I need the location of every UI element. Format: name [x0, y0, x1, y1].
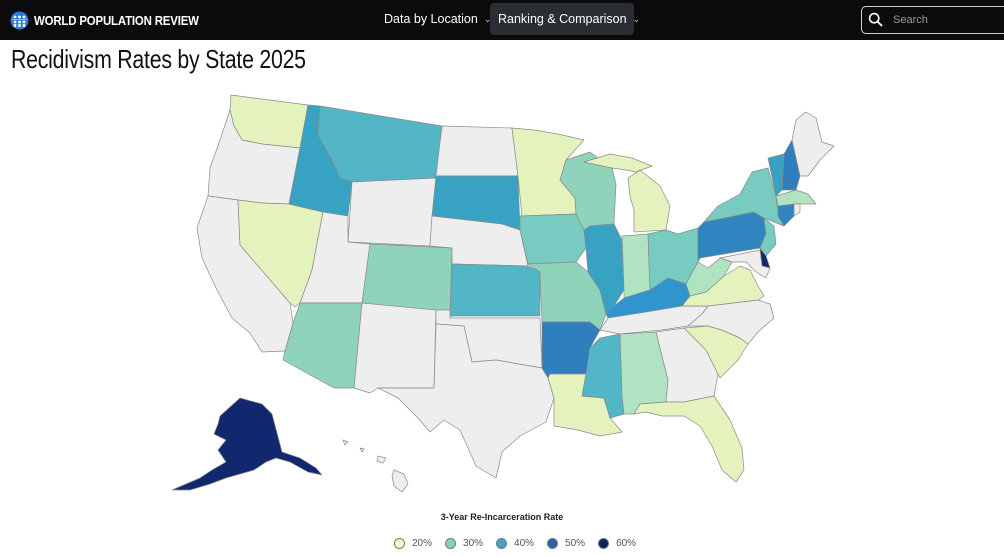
legend-swatch: [445, 537, 457, 549]
us-choropleth-map: [171, 94, 835, 493]
state-hawaii[interactable]: [342, 439, 409, 493]
legend-label: 30%: [463, 537, 484, 549]
legend-swatch: [496, 537, 508, 549]
state-new-mexico[interactable]: [353, 302, 437, 394]
state-massachusetts[interactable]: [775, 189, 817, 207]
search-box[interactable]: [861, 6, 1004, 34]
state-iowa[interactable]: [519, 213, 587, 265]
globe-people-icon: [10, 11, 29, 29]
search-input[interactable]: [891, 10, 1004, 30]
state-montana[interactable]: [317, 105, 443, 183]
state-maryland[interactable]: [719, 249, 771, 279]
state-louisiana[interactable]: [547, 373, 623, 437]
state-mississippi[interactable]: [581, 333, 625, 419]
state-north-dakota[interactable]: [435, 125, 519, 177]
legend-swatch: [598, 537, 610, 549]
nav-label: Data by Location: [384, 12, 478, 26]
state-florida[interactable]: [633, 395, 745, 483]
state-kansas[interactable]: [449, 263, 541, 317]
state-arizona[interactable]: [282, 302, 363, 389]
state-missouri[interactable]: [527, 261, 607, 331]
state-alaska[interactable]: [171, 397, 323, 491]
state-maine[interactable]: [791, 111, 835, 177]
legend-label: 50%: [565, 537, 586, 549]
top-navigation-bar: WORLD POPULATION REVIEW Data by Location…: [0, 0, 1004, 40]
legend-swatch: [547, 537, 559, 549]
legend-label: 60%: [616, 537, 637, 549]
nav-data-by-location[interactable]: Data by Location ⌄: [376, 3, 499, 35]
legend-item[interactable]: 20%: [394, 537, 433, 549]
page-title: Recidivism Rates by State 2025: [11, 44, 306, 74]
legend-title: 3-Year Re-Incarceration Rate: [440, 512, 564, 522]
state-connecticut[interactable]: [777, 203, 795, 227]
state-north-carolina[interactable]: [687, 299, 775, 345]
nav-label: Ranking & Comparison: [498, 12, 627, 26]
state-indiana[interactable]: [621, 233, 651, 299]
search-icon: [868, 12, 883, 27]
state-rhode-island[interactable]: [793, 203, 801, 217]
legend-item[interactable]: 50%: [547, 537, 586, 549]
state-wyoming[interactable]: [347, 177, 437, 247]
chevron-down-icon: ⌄: [632, 13, 641, 24]
site-logo[interactable]: WORLD POPULATION REVIEW: [10, 9, 221, 31]
logo-text: WORLD POPULATION REVIEW: [34, 12, 199, 28]
state-texas[interactable]: [377, 323, 555, 479]
legend-item[interactable]: 60%: [598, 537, 637, 549]
map-legend: 20% 30% 40% 50% 60%: [394, 536, 649, 550]
state-new-hampshire[interactable]: [781, 139, 801, 191]
legend-swatch: [394, 537, 405, 549]
legend-item[interactable]: 30%: [445, 537, 484, 549]
legend-label: 20%: [412, 537, 433, 549]
legend-label: 40%: [514, 537, 535, 549]
chevron-down-icon: ⌄: [483, 13, 492, 24]
nav-ranking-comparison[interactable]: Ranking & Comparison ⌄: [490, 3, 640, 35]
legend-item[interactable]: 40%: [496, 537, 535, 549]
